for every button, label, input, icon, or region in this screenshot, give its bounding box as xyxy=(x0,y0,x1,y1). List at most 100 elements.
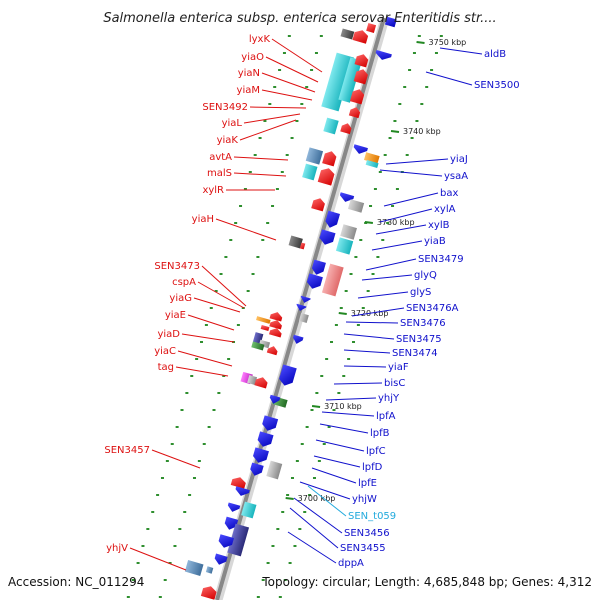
gene-feature[interactable] xyxy=(318,229,336,246)
gene-feature[interactable] xyxy=(200,584,218,600)
gene-label-lyxk[interactable]: lyxK xyxy=(249,34,271,45)
gene-label-xyla[interactable]: xylA xyxy=(434,204,456,215)
gene-feature[interactable] xyxy=(254,376,268,389)
gene-label-sen3455[interactable]: SEN3455 xyxy=(340,543,386,554)
gene-feature[interactable] xyxy=(338,57,363,103)
gene-label-yiad[interactable]: yiaD xyxy=(157,329,180,340)
gene-feature[interactable] xyxy=(299,242,306,250)
gene-feature[interactable] xyxy=(292,334,304,345)
gene-feature[interactable] xyxy=(260,324,270,332)
gene-label-glys[interactable]: glyS xyxy=(410,287,431,298)
gene-label-sen3476a[interactable]: SEN3476A xyxy=(406,303,459,314)
gene-label-lpfb[interactable]: lpfB xyxy=(370,428,390,439)
gene-feature[interactable] xyxy=(205,566,214,574)
gene-label-aldb[interactable]: aldB xyxy=(484,49,506,60)
gene-label-yiac[interactable]: yiaC xyxy=(154,346,176,357)
gene-feature[interactable] xyxy=(252,447,269,464)
gene-label-yiah[interactable]: yiaH xyxy=(192,214,214,225)
gene-label-yiae[interactable]: yiaE xyxy=(165,310,186,321)
gene-feature[interactable] xyxy=(299,295,311,305)
gene-feature[interactable] xyxy=(324,210,340,230)
gene-feature[interactable] xyxy=(261,415,279,432)
gene-label-sen3476[interactable]: SEN3476 xyxy=(400,318,446,329)
gene-label-bax[interactable]: bax xyxy=(440,188,458,199)
gene-feature[interactable] xyxy=(241,501,257,519)
gene-feature[interactable] xyxy=(354,53,370,68)
gene-feature[interactable] xyxy=(217,534,234,549)
gene-feature[interactable] xyxy=(305,147,324,165)
gene-label-lpfd[interactable]: lpfD xyxy=(362,462,383,473)
gene-feature[interactable] xyxy=(349,88,365,105)
gene-label-lpfc[interactable]: lpfC xyxy=(366,446,386,457)
gene-feature[interactable] xyxy=(288,235,303,249)
gene-label-yhjw[interactable]: yhjW xyxy=(352,494,377,505)
gene-feature[interactable] xyxy=(352,144,368,156)
gene-label-yiam[interactable]: yiaM xyxy=(237,85,260,96)
gene-label-sen3492[interactable]: SEN3492 xyxy=(202,102,248,113)
gene-label-yiab[interactable]: yiaB xyxy=(424,236,446,247)
gene-feature[interactable] xyxy=(347,199,365,213)
gene-feature[interactable] xyxy=(247,375,258,385)
gene-label-sen3479[interactable]: SEN3479 xyxy=(418,254,464,265)
gene-feature[interactable] xyxy=(256,431,274,448)
gene-label-dppa[interactable]: dppA xyxy=(338,558,364,569)
gene-label-yhjv[interactable]: yhjV xyxy=(106,543,128,554)
gene-label-lpfa[interactable]: lpfA xyxy=(376,411,396,422)
gene-label-yiaf[interactable]: yiaF xyxy=(388,362,409,373)
gene-feature[interactable] xyxy=(298,313,309,323)
gene-label-xylr[interactable]: xylR xyxy=(202,185,224,196)
gene-feature[interactable] xyxy=(226,502,241,514)
gene-label-yiag[interactable]: yiaG xyxy=(169,293,192,304)
gene-feature[interactable] xyxy=(352,28,369,44)
gene-feature[interactable] xyxy=(306,273,323,290)
gene-feature[interactable] xyxy=(340,122,352,135)
gene-feature[interactable] xyxy=(311,197,326,212)
gene-label-yian[interactable]: yiaN xyxy=(238,68,260,79)
gene-label-sen3456[interactable]: SEN3456 xyxy=(344,528,390,539)
gene-features[interactable] xyxy=(184,16,397,600)
gene-feature[interactable] xyxy=(339,192,355,204)
gene-feature[interactable] xyxy=(251,341,265,351)
gene-feature[interactable] xyxy=(340,28,355,40)
gene-feature[interactable] xyxy=(335,237,354,255)
gene-feature[interactable] xyxy=(311,259,326,277)
gene-feature[interactable] xyxy=(266,460,283,480)
gene-feature[interactable] xyxy=(323,117,339,135)
gene-label-mals[interactable]: malS xyxy=(207,168,232,179)
gene-feature[interactable] xyxy=(295,303,307,313)
gene-feature[interactable] xyxy=(227,523,250,557)
gene-label-sen3500[interactable]: SEN3500 xyxy=(474,80,520,91)
gene-feature[interactable] xyxy=(321,263,344,297)
gene-label-yiao[interactable]: yiaO xyxy=(241,52,264,63)
gene-label-glyq[interactable]: glyQ xyxy=(414,270,437,281)
gene-label-yiak[interactable]: yiaK xyxy=(217,135,239,146)
gene-feature[interactable] xyxy=(302,163,318,181)
gene-label-cspa[interactable]: cspA xyxy=(172,277,196,288)
gene-feature[interactable] xyxy=(249,462,264,478)
gene-label-lpfe[interactable]: lpfE xyxy=(358,478,377,489)
gene-feature[interactable] xyxy=(269,327,283,338)
gene-feature[interactable] xyxy=(322,150,337,167)
gene-feature[interactable] xyxy=(365,159,379,169)
gene-label-sen_t059[interactable]: SEN_t059 xyxy=(348,511,396,522)
gene-label-sen3457[interactable]: SEN3457 xyxy=(104,445,150,456)
gene-feature[interactable] xyxy=(213,553,228,567)
gene-feature[interactable] xyxy=(268,394,281,405)
gene-feature[interactable] xyxy=(321,52,355,112)
gene-label-yhjy[interactable]: yhjY xyxy=(378,393,400,404)
gene-feature[interactable] xyxy=(256,316,271,324)
gene-feature[interactable] xyxy=(269,319,283,330)
gene-feature[interactable] xyxy=(340,224,357,240)
gene-label-ysaa[interactable]: ysaA xyxy=(444,171,468,182)
gene-feature[interactable] xyxy=(384,16,397,28)
gene-feature[interactable] xyxy=(269,311,284,322)
gene-label-xylb[interactable]: xylB xyxy=(428,220,450,231)
gene-label-avta[interactable]: avtA xyxy=(209,152,232,163)
gene-feature[interactable] xyxy=(184,560,204,576)
gene-feature[interactable] xyxy=(366,23,377,33)
gene-label-yiaj[interactable]: yiaJ xyxy=(450,154,468,165)
gene-feature[interactable] xyxy=(317,166,336,186)
gene-feature[interactable] xyxy=(266,345,279,356)
gene-feature[interactable] xyxy=(374,49,392,62)
